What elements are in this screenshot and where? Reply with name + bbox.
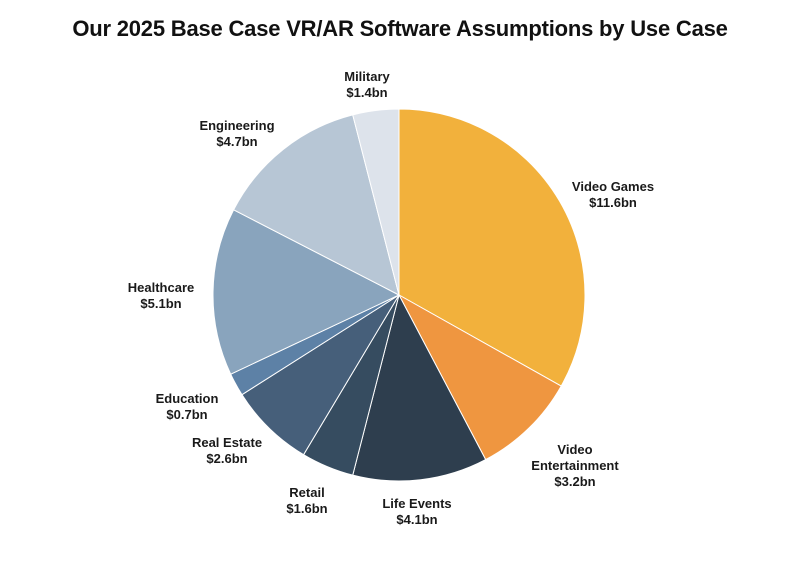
slice-name-label: Life Events bbox=[382, 496, 451, 511]
slice-label-video-games: Video Games$11.6bn bbox=[572, 179, 654, 210]
slice-label-real-estate: Real Estate$2.6bn bbox=[192, 435, 262, 466]
slice-value-label: $11.6bn bbox=[589, 195, 637, 210]
pie-slice-life-events bbox=[352, 293, 487, 482]
slice-value-label: $1.6bn bbox=[286, 501, 327, 516]
pie-slice-engineering bbox=[232, 114, 400, 296]
slice-label-life-events: Life Events$4.1bn bbox=[382, 496, 451, 527]
slice-name-label: Healthcare bbox=[128, 280, 194, 295]
slice-name-label: Entertainment bbox=[531, 458, 619, 473]
slice-name-label: Real Estate bbox=[192, 435, 262, 450]
slice-name-label: Education bbox=[156, 391, 219, 406]
slice-value-label: $1.4bn bbox=[346, 85, 387, 100]
slice-name-label: Engineering bbox=[199, 118, 274, 133]
pie-slice-video-games bbox=[398, 108, 586, 387]
slice-name-label: Military bbox=[344, 69, 390, 84]
slice-name-label: Retail bbox=[289, 485, 324, 500]
pie-slice-healthcare bbox=[212, 209, 401, 375]
slice-label-retail: Retail$1.6bn bbox=[286, 485, 327, 516]
slice-value-label: $5.1bn bbox=[140, 296, 181, 311]
slice-label-engineering: Engineering$4.7bn bbox=[199, 118, 274, 149]
slice-value-label: $4.7bn bbox=[216, 134, 257, 149]
slice-name-label: Video bbox=[557, 442, 592, 457]
slice-label-military: Military$1.4bn bbox=[344, 69, 390, 100]
slice-label-healthcare: Healthcare$5.1bn bbox=[128, 280, 194, 311]
chart-title: Our 2025 Base Case VR/AR Software Assump… bbox=[72, 16, 728, 41]
slice-label-education: Education$0.7bn bbox=[156, 391, 219, 422]
pie-slice-video-entertainment bbox=[397, 293, 562, 461]
pie-slice-military bbox=[352, 108, 400, 296]
slice-value-label: $2.6bn bbox=[206, 451, 247, 466]
slice-name-label: Video Games bbox=[572, 179, 654, 194]
slice-value-label: $4.1bn bbox=[396, 512, 437, 527]
slice-value-label: $3.2bn bbox=[554, 474, 595, 489]
slice-value-label: $0.7bn bbox=[166, 407, 207, 422]
